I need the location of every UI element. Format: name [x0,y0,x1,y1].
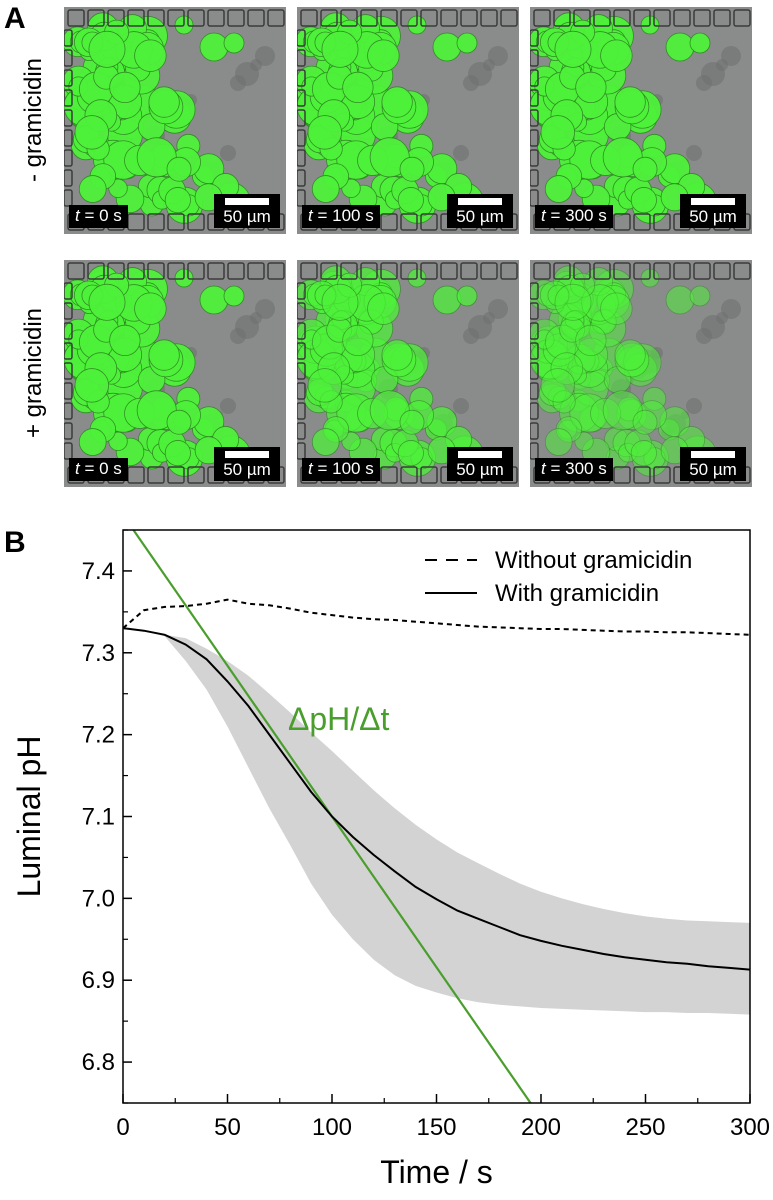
microscopy-tile: t = 300 s 50 µm [530,7,752,234]
series-line-without-gramicidin [123,598,750,636]
y-tick-label: 7.2 [82,722,115,749]
series-line-with-gramicidin [123,627,750,971]
x-axis-label: Time / s [380,1154,493,1190]
time-value: = 300 s [545,459,607,478]
scale-bar-label: 50 µm [456,460,504,479]
microscopy-image [297,260,519,487]
time-value: = 100 s [312,206,374,225]
time-stamp-label: t = 0 s [69,205,128,228]
scale-bar-label: 50 µm [223,207,271,226]
time-variable: t [541,459,546,478]
time-stamp-label: t = 0 s [69,458,128,481]
time-value: = 100 s [312,459,374,478]
y-tick-label: 6.9 [82,967,115,994]
time-variable: t [308,206,313,225]
slope-annotation: ΔpH/Δt [288,701,390,737]
microscopy-image [530,260,752,487]
scale-bar-line [458,198,502,205]
time-value: = 300 s [545,206,607,225]
x-tick-label: 250 [625,1114,665,1141]
scale-bar-line [691,198,735,205]
y-tick-label: 7.0 [82,885,115,912]
time-variable: t [75,206,80,225]
scale-bar-label: 50 µm [689,207,737,226]
time-value: = 0 s [79,459,122,478]
time-variable: t [541,206,546,225]
scale-bar-label: 50 µm [689,460,737,479]
luminal-ph-chart: 0 50 100 150 200 250 300 6.8 6.9 7.0 7.1 7.2 7.3 7.4 T… [11,529,770,1190]
scale-bar-label: 50 µm [223,460,271,479]
time-stamp-label: t = 300 s [535,205,613,228]
scale-bar: 50 µm [447,194,513,228]
legend-label: With gramicidin [495,580,659,607]
panel-label-b: B [4,526,26,559]
microscopy-tile: t = 100 s 50 µm [297,7,519,234]
scale-bar-label: 50 µm [456,207,504,226]
y-tick-label: 7.4 [82,558,115,585]
uncertainty-band [123,628,750,1015]
y-tick-label: 7.3 [82,640,115,667]
row-label-without-gramicidin: - gramicidin [20,57,47,183]
time-stamp-label: t = 300 s [535,458,613,481]
microscopy-image [297,7,519,234]
microscopy-image [530,7,752,234]
y-tick-label: 7.1 [82,804,115,831]
x-tick-label: 200 [521,1114,561,1141]
y-tick-label: 6.8 [82,1049,115,1076]
time-stamp-label: t = 100 s [302,205,380,228]
x-tick-label: 150 [416,1114,456,1141]
scale-bar: 50 µm [214,447,280,481]
x-tick-label: 300 [730,1114,770,1141]
scale-bar: 50 µm [680,194,746,228]
microscopy-tile: t = 0 s 50 µm [64,260,286,487]
microscopy-tile: t = 300 s 50 µm [530,260,752,487]
microscopy-image [64,7,286,234]
plot-frame [122,529,751,1104]
scale-bar-line [225,198,269,205]
legend-label: Without gramicidin [495,547,692,574]
microscopy-tile: t = 0 s 50 µm [64,7,286,234]
x-tick-label: 100 [312,1114,352,1141]
x-tick-label: 0 [116,1114,129,1141]
panel-label-a: A [4,2,26,35]
row-label-with-gramicidin: + gramicidin [20,307,47,439]
scale-bar: 50 µm [214,194,280,228]
scale-bar-line [225,451,269,458]
time-stamp-label: t = 100 s [302,458,380,481]
microscopy-tile: t = 100 s 50 µm [297,260,519,487]
scale-bar: 50 µm [447,447,513,481]
x-tick-label: 50 [214,1114,241,1141]
scale-bar: 50 µm [680,447,746,481]
y-axis-label: Luminal pH [11,736,47,898]
time-value: = 0 s [79,206,122,225]
scale-bar-line [458,451,502,458]
time-variable: t [75,459,80,478]
scale-bar-line [691,451,735,458]
time-variable: t [308,459,313,478]
